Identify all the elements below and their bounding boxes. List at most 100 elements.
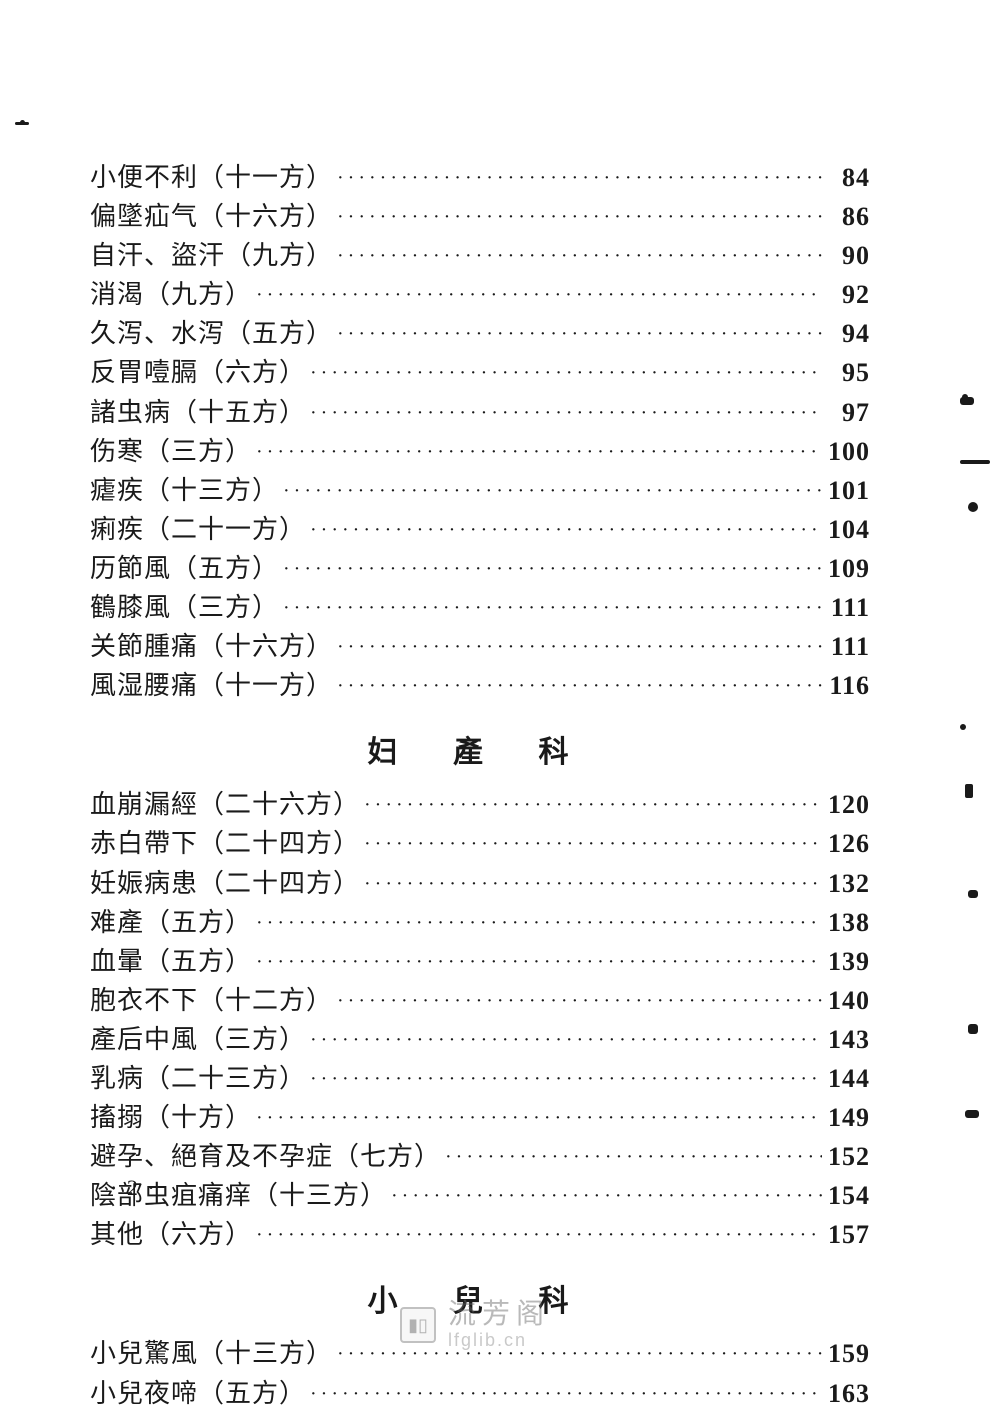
toc-page-number: 126 <box>822 826 870 861</box>
toc-page-number: 149 <box>822 1100 870 1135</box>
toc-page-number: 94 <box>822 316 870 351</box>
toc-label: 血崩漏經（二十六方） <box>90 787 360 822</box>
toc-label: 关節腫痛（十六方） <box>90 629 333 664</box>
dot-leader: ········································… <box>279 478 822 505</box>
toc-entry: 陰部虫疽痛痒（十三方）·····························… <box>90 1178 870 1213</box>
toc-page-number: 111 <box>822 590 870 625</box>
dot-leader: ········································… <box>333 634 822 661</box>
dot-leader: ········································… <box>252 439 822 466</box>
toc-entry: 久泻、水泻（五方）·······························… <box>90 316 870 351</box>
dot-leader: ········································… <box>252 1222 822 1249</box>
dot-leader: ········································… <box>333 988 822 1015</box>
toc-page-number: 152 <box>822 1139 870 1174</box>
scan-speck <box>965 1110 979 1118</box>
dot-leader: ········································… <box>441 1144 822 1171</box>
scan-speck <box>968 890 978 898</box>
toc-label: 难產（五方） <box>90 905 252 940</box>
section-heading: 妇 產 科 <box>90 727 870 771</box>
dot-leader: ········································… <box>360 792 822 819</box>
dot-leader: ········································… <box>333 673 822 700</box>
toc-page-number: 140 <box>822 983 870 1018</box>
scan-speck <box>15 122 29 125</box>
toc-entry: 諸虫病（十五方）································… <box>90 395 870 430</box>
toc-page-number: 111 <box>822 629 870 664</box>
toc-label: 久泻、水泻（五方） <box>90 316 333 351</box>
toc-page-number: 154 <box>822 1178 870 1213</box>
scan-speck <box>968 1024 978 1034</box>
toc-page-number: 138 <box>822 905 870 940</box>
toc-entry: 瘧疾（十三方）·································… <box>90 473 870 508</box>
dot-leader: ········································… <box>306 1381 822 1408</box>
scan-speck <box>960 724 966 730</box>
toc-label: 其他（六方） <box>90 1217 252 1252</box>
toc-label: 避孕、絕育及不孕症（七方） <box>90 1139 441 1174</box>
toc-page-number: 92 <box>822 277 870 312</box>
toc-entry: 其他（六方）··································… <box>90 1217 870 1252</box>
toc-label: 妊娠病患（二十四方） <box>90 866 360 901</box>
toc-entry: 胞衣不下（十二方）·······························… <box>90 983 870 1018</box>
toc-label: 風湿腰痛（十一方） <box>90 668 333 703</box>
toc-label: 消渴（九方） <box>90 277 252 312</box>
toc-entry: 赤白帶下（二十四方）······························… <box>90 826 870 861</box>
toc-label: 瘧疾（十三方） <box>90 473 279 508</box>
scan-speck <box>960 397 974 405</box>
toc-entry: 搐搦（十方）··································… <box>90 1100 870 1135</box>
toc-entry: 伤寒（三方）··································… <box>90 434 870 469</box>
toc-entry: 偏墜疝气（十六方）·······························… <box>90 199 870 234</box>
toc-entry: 妊娠病患（二十四方）······························… <box>90 866 870 901</box>
watermark-text: 流芳阁 lfglib.cn <box>448 1300 550 1351</box>
toc-page-number: 144 <box>822 1061 870 1096</box>
toc-page-number: 104 <box>822 512 870 547</box>
toc-page-number: 143 <box>822 1022 870 1057</box>
page-number: · 2 · <box>110 1175 157 1201</box>
toc-page-number: 159 <box>822 1336 870 1371</box>
dot-leader: ········································… <box>252 282 822 309</box>
dot-leader: ········································… <box>252 1105 822 1132</box>
toc-label: 諸虫病（十五方） <box>90 395 306 430</box>
toc-entry: 小便不利（十一方）·······························… <box>90 160 870 195</box>
dot-leader: ········································… <box>306 1066 822 1093</box>
scan-speck <box>960 460 990 464</box>
dot-leader: ········································… <box>387 1183 822 1210</box>
toc-label: 產后中風（三方） <box>90 1022 306 1057</box>
toc-entry: 自汗、盜汗（九方）·······························… <box>90 238 870 273</box>
toc-label: 赤白帶下（二十四方） <box>90 826 360 861</box>
toc-page-number: 120 <box>822 787 870 822</box>
toc-page-number: 95 <box>822 355 870 390</box>
dot-leader: ········································… <box>333 204 822 231</box>
watermark-cn: 流芳阁 <box>448 1300 550 1331</box>
dot-leader: ········································… <box>279 556 822 583</box>
toc-entry: 消渴（九方）··································… <box>90 277 870 312</box>
toc-page-number: 157 <box>822 1217 870 1252</box>
toc-entry: 难產（五方）··································… <box>90 905 870 940</box>
dot-leader: ········································… <box>360 831 822 858</box>
dot-leader: ········································… <box>252 949 822 976</box>
toc-page-number: 101 <box>822 473 870 508</box>
dot-leader: ········································… <box>333 243 822 270</box>
toc-page-number: 132 <box>822 866 870 901</box>
toc-label: 搐搦（十方） <box>90 1100 252 1135</box>
toc-entry: 历節風（五方）·································… <box>90 551 870 586</box>
toc-label: 历節風（五方） <box>90 551 279 586</box>
dot-leader: ········································… <box>333 321 822 348</box>
toc-entry: 小兒夜啼（五方）································… <box>90 1376 870 1411</box>
dot-leader: ········································… <box>279 595 822 622</box>
dot-leader: ········································… <box>306 400 822 427</box>
toc-label: 胞衣不下（十二方） <box>90 983 333 1018</box>
toc-page-number: 116 <box>822 668 870 703</box>
toc-page-number: 97 <box>822 395 870 430</box>
toc-entry: 風湿腰痛（十一方）·······························… <box>90 668 870 703</box>
dot-leader: ········································… <box>306 517 822 544</box>
toc-label: 乳病（二十三方） <box>90 1061 306 1096</box>
toc-entry: 鶴膝風（三方）·································… <box>90 590 870 625</box>
toc-label: 伤寒（三方） <box>90 434 252 469</box>
dot-leader: ········································… <box>252 910 822 937</box>
dot-leader: ········································… <box>360 871 822 898</box>
toc-page-number: 100 <box>822 434 870 469</box>
watermark: ▮▯ 流芳阁 lfglib.cn <box>400 1300 550 1351</box>
toc-entry: 血崩漏經（二十六方）······························… <box>90 787 870 822</box>
toc-label: 小兒驚風（十三方） <box>90 1336 333 1371</box>
toc-entry: 血暈（五方）··································… <box>90 944 870 979</box>
toc-content: 小便不利（十一方）·······························… <box>90 160 870 1415</box>
book-icon: ▮▯ <box>400 1307 436 1343</box>
